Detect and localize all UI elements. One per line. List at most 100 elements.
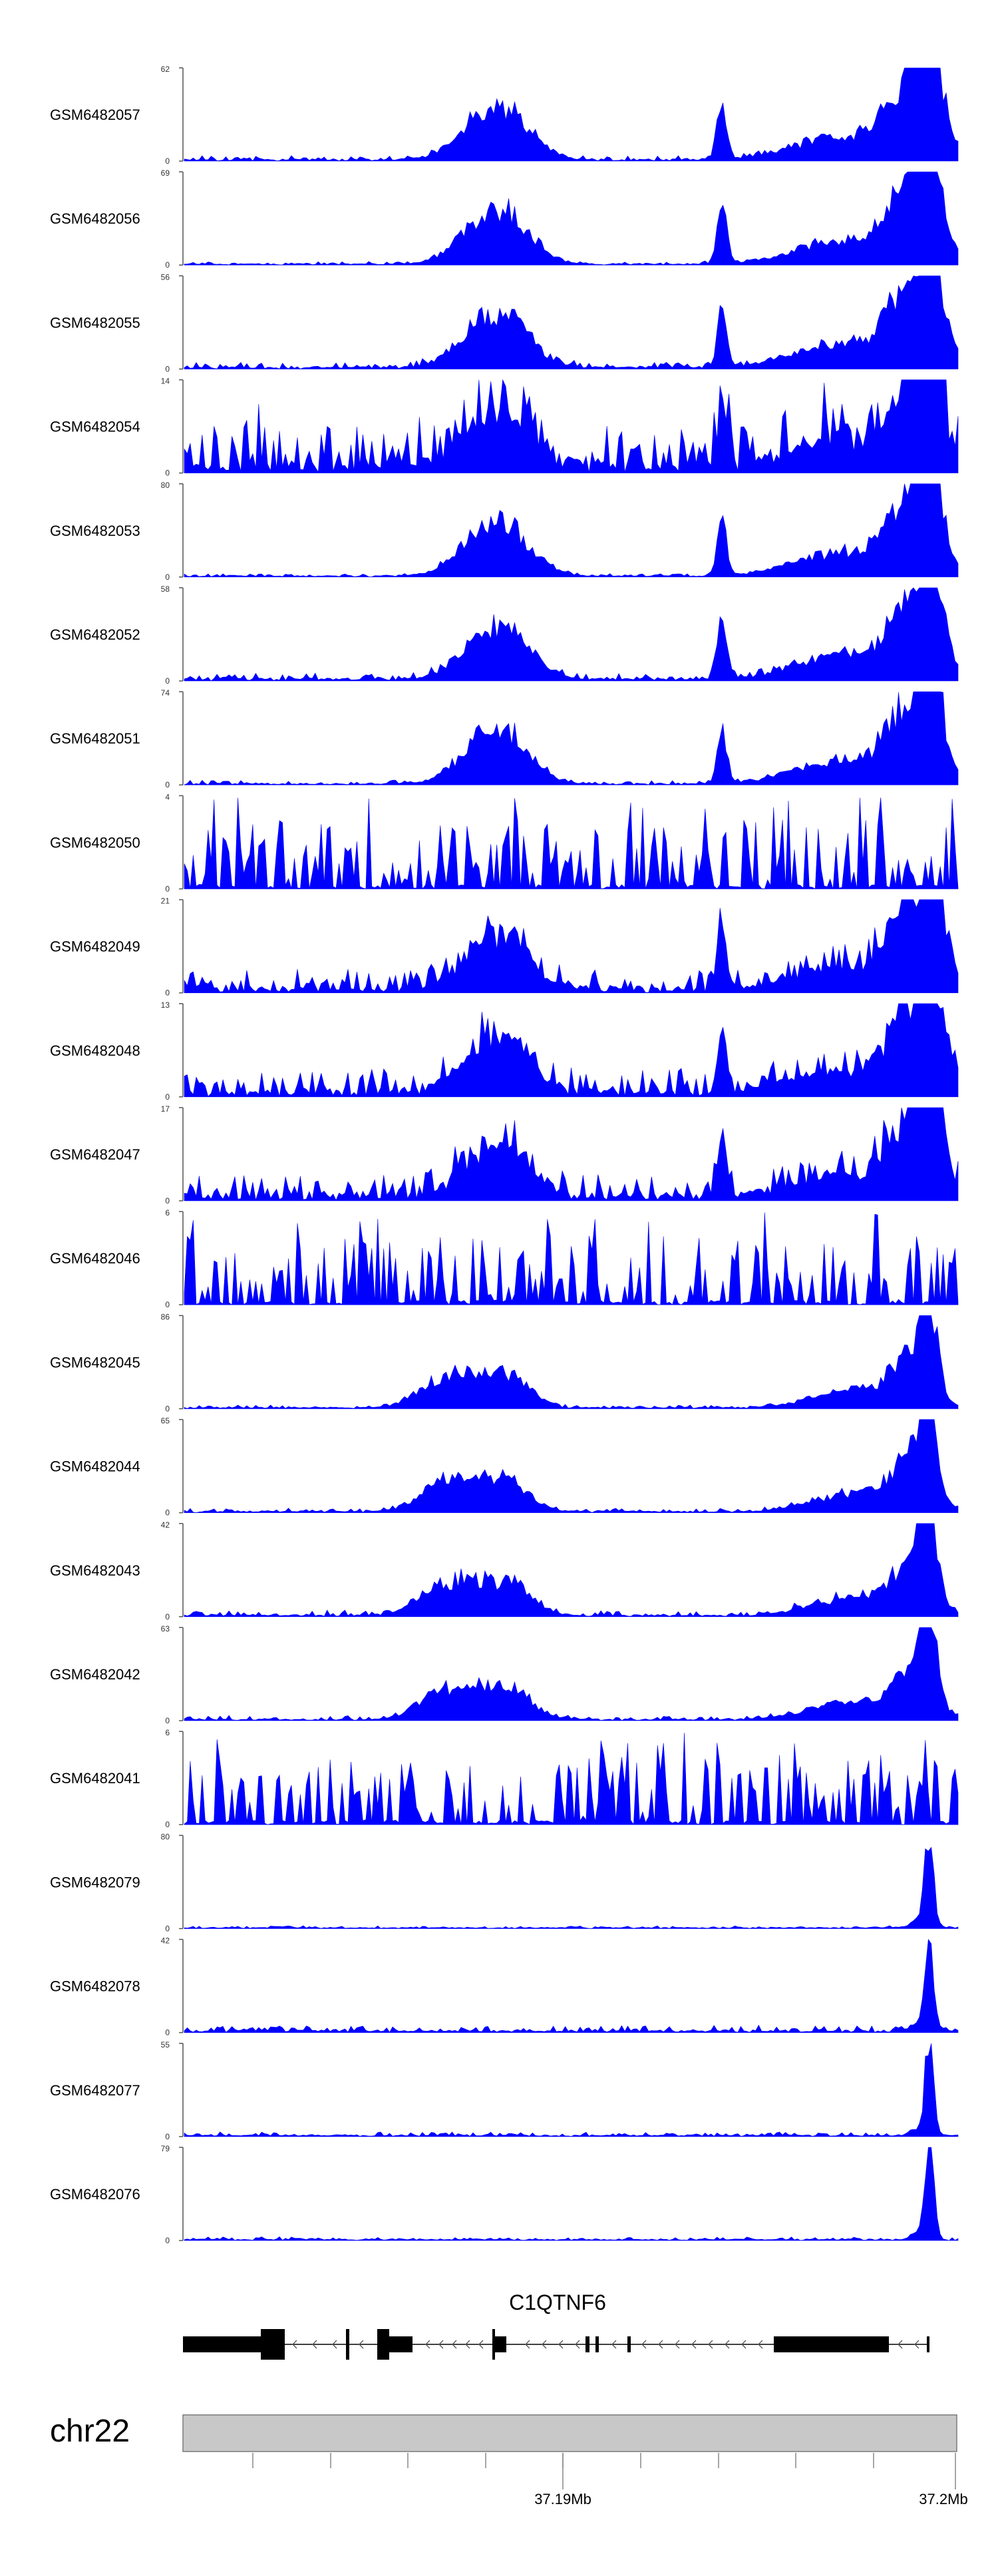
strand-arrow — [312, 2340, 317, 2349]
strand-arrow — [465, 2340, 470, 2349]
track-label: GSM6482079 — [50, 1874, 140, 1890]
y-max-label: 6 — [165, 1728, 170, 1737]
signal-area — [184, 171, 959, 266]
track-GSM6482049: GSM6482049 21 0 — [50, 897, 959, 998]
exon-block — [377, 2329, 389, 2360]
y-max-label: 69 — [161, 168, 170, 178]
axis-tick-label: 37.2Mb — [919, 2491, 967, 2507]
strand-arrow — [641, 2340, 647, 2349]
exon-block — [389, 2336, 413, 2352]
signal-area — [184, 1733, 959, 1825]
y-max-label: 86 — [161, 1312, 170, 1321]
y-min-label: 0 — [165, 1924, 170, 1933]
gene-label: C1QTNF6 — [509, 2290, 606, 2314]
track-label: GSM6482050 — [50, 834, 140, 851]
y-min-label: 0 — [165, 364, 170, 373]
signal-area — [184, 1212, 959, 1305]
track-GSM6482055: GSM6482055 56 0 — [50, 272, 959, 373]
strand-arrow — [758, 2340, 763, 2349]
strand-arrow — [558, 2340, 564, 2349]
signal-area — [184, 691, 959, 785]
track-GSM6482052: GSM6482052 58 0 — [50, 584, 959, 686]
y-max-label: 17 — [161, 1104, 170, 1114]
strand-arrow — [725, 2340, 730, 2349]
y-max-label: 56 — [161, 272, 170, 282]
signal-area — [184, 379, 959, 473]
y-max-label: 63 — [161, 1624, 170, 1633]
y-min-label: 0 — [165, 1612, 170, 1621]
strand-arrow — [741, 2340, 747, 2349]
strand-arrow — [292, 2340, 297, 2349]
track-GSM6482046: GSM6482046 6 0 — [50, 1208, 959, 1309]
exon-block — [627, 2336, 631, 2352]
track-label: GSM6482045 — [50, 1354, 140, 1371]
chromosome-ideogram: chr22 37.19Mb 37.2Mb — [50, 2414, 968, 2507]
gene-track: C1QTNF6 — [183, 2290, 929, 2360]
track-GSM6482076: GSM6482076 79 0 — [50, 2144, 959, 2245]
track-label: GSM6482078 — [50, 1978, 140, 1995]
strand-arrow — [708, 2340, 713, 2349]
track-GSM6482042: GSM6482042 63 0 — [50, 1624, 959, 1725]
y-min-label: 0 — [165, 1300, 170, 1309]
track-GSM6482053: GSM6482053 80 0 — [50, 481, 959, 582]
y-max-label: 74 — [161, 688, 170, 698]
exon-block — [774, 2336, 889, 2352]
track-GSM6482057: GSM6482057 62 0 — [50, 65, 959, 166]
strand-arrow — [359, 2340, 364, 2349]
strand-arrow — [332, 2340, 337, 2349]
strand-arrow — [691, 2340, 697, 2349]
y-max-label: 42 — [161, 1936, 170, 1946]
track-label: GSM6482042 — [50, 1666, 140, 1683]
signal-area — [184, 276, 959, 369]
track-GSM6482077: GSM6482077 55 0 — [50, 2040, 959, 2141]
y-max-label: 58 — [161, 584, 170, 594]
track-GSM6482050: GSM6482050 4 0 — [50, 792, 959, 893]
y-max-label: 4 — [165, 792, 170, 801]
y-min-label: 0 — [165, 156, 170, 166]
track-GSM6482051: GSM6482051 74 0 — [50, 688, 959, 789]
y-max-label: 6 — [165, 1208, 170, 1217]
strand-arrow — [898, 2340, 903, 2349]
track-label: GSM6482056 — [50, 210, 140, 227]
strand-arrow — [675, 2340, 680, 2349]
track-label: GSM6482048 — [50, 1042, 140, 1059]
track-label: GSM6482077 — [50, 2082, 140, 2099]
y-min-label: 0 — [165, 1820, 170, 1829]
track-GSM6482078: GSM6482078 42 0 — [50, 1936, 959, 2038]
signal-area — [184, 1523, 959, 1617]
strand-arrow — [611, 2340, 617, 2349]
track-GSM6482054: GSM6482054 14 0 — [50, 377, 959, 478]
exon-block — [927, 2336, 929, 2352]
track-GSM6482043: GSM6482043 42 0 — [50, 1520, 959, 1621]
strand-arrow — [542, 2340, 547, 2349]
signal-area — [184, 587, 959, 682]
strand-arrow — [478, 2340, 484, 2349]
signal-area — [184, 1846, 959, 1929]
exon-block — [183, 2336, 263, 2352]
y-max-label: 80 — [161, 481, 170, 490]
signal-area — [184, 67, 959, 162]
track-GSM6482041: GSM6482041 6 0 — [50, 1728, 959, 1829]
y-max-label: 14 — [161, 377, 170, 386]
track-label: GSM6482057 — [50, 107, 140, 123]
y-min-label: 0 — [165, 260, 170, 270]
track-label: GSM6482049 — [50, 939, 140, 955]
y-min-label: 0 — [165, 884, 170, 893]
y-min-label: 0 — [165, 1404, 170, 1413]
signal-area — [184, 1107, 959, 1201]
track-label: GSM6482046 — [50, 1250, 140, 1267]
y-max-label: 21 — [161, 897, 170, 906]
track-GSM6482047: GSM6482047 17 0 — [50, 1104, 959, 1205]
y-max-label: 62 — [161, 65, 170, 74]
track-label: GSM6482076 — [50, 2186, 140, 2203]
track-label: GSM6482052 — [50, 626, 140, 643]
y-min-label: 0 — [165, 572, 170, 582]
signal-area — [184, 1003, 959, 1098]
strand-arrow — [452, 2340, 457, 2349]
y-max-label: 65 — [161, 1416, 170, 1426]
exon-block — [261, 2329, 285, 2360]
signal-area — [184, 1627, 959, 1721]
signal-tracks: GSM6482057620GSM6482056690GSM6482055560G… — [50, 65, 959, 2245]
signal-area — [184, 483, 959, 578]
